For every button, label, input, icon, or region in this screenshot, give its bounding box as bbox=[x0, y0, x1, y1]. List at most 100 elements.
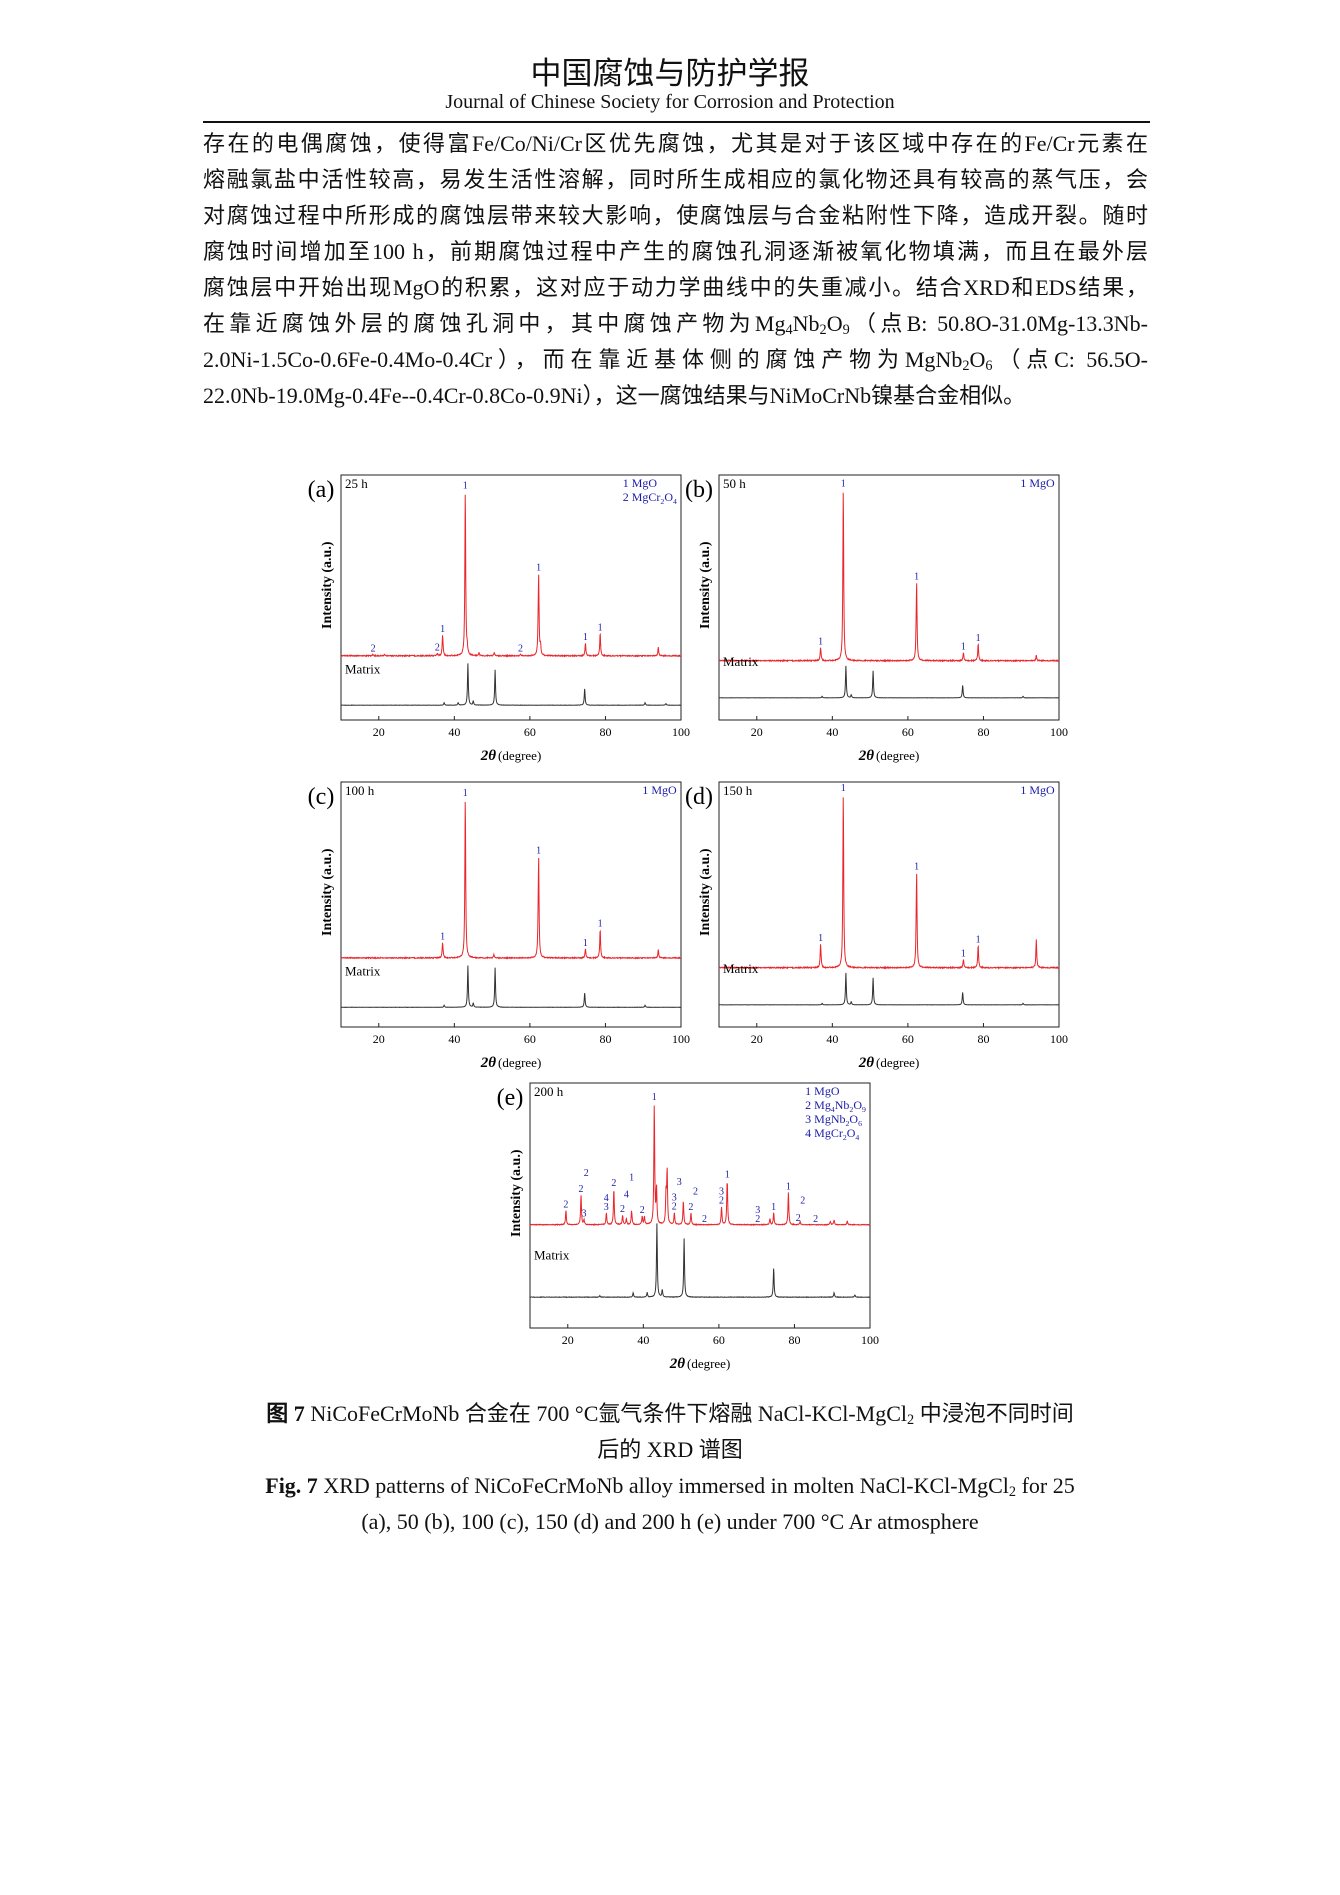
text-run: O bbox=[826, 311, 843, 336]
x-axis-unit: (degree) bbox=[876, 1055, 919, 1070]
x-axis-unit: (degree) bbox=[498, 1055, 541, 1070]
text-run: （点B: 50.8O-31.0Mg-13.3Nb- bbox=[849, 311, 1148, 336]
x-tick-label: 60 bbox=[524, 725, 536, 739]
x-tick-label: 40 bbox=[637, 1333, 649, 1347]
time-label: 25 h bbox=[345, 476, 368, 491]
peak-label-line: 2 bbox=[371, 644, 376, 655]
y-axis-label: Intensity (a.u.) bbox=[320, 848, 335, 936]
peak-label-line: 1 bbox=[976, 935, 981, 946]
body-paragraph: 存在的电偶腐蚀，使得富Fe/Co/Ni/Cr区优先腐蚀，尤其是对于该区域中存在的… bbox=[203, 126, 1148, 414]
legend-text: Nb bbox=[835, 1098, 850, 1112]
legend-number: 1 bbox=[805, 1084, 814, 1098]
legend-subscript: 4 bbox=[831, 1105, 835, 1114]
peak-label: 1 bbox=[976, 935, 981, 946]
subscript: 2 bbox=[907, 1411, 915, 1428]
y-axis-label: Intensity (a.u.) bbox=[509, 1149, 524, 1237]
peak-label-line: 1 bbox=[725, 1170, 730, 1181]
xrd-chart-d: 1 1 1 1 1 20 40 60 80 100 2θ (degree) Intensity (a.u… bbox=[679, 777, 1099, 1087]
peak-label-line: 2 bbox=[640, 1205, 645, 1216]
peak-label: 1 bbox=[629, 1172, 634, 1183]
panel-letter: (a) bbox=[308, 477, 335, 503]
peak-label-line: 3 bbox=[582, 1208, 587, 1219]
text-run: 2.0Ni-1.5Co-0.6Fe-0.4Mo-0.4Cr），而在靠近基体侧的腐… bbox=[203, 347, 963, 372]
peak-label-line: 1 bbox=[598, 622, 603, 633]
peak-label-line: 3 bbox=[672, 1193, 677, 1204]
peak-label-line: 1 bbox=[440, 931, 445, 942]
text-run: （点C: 56.5O- bbox=[992, 347, 1148, 372]
x-tick-label: 20 bbox=[751, 1032, 763, 1046]
legend-text: MgNb bbox=[814, 1112, 845, 1126]
body-line: 22.0Nb-19.0Mg-0.4Fe--0.4Cr-0.8Co-0.9Ni），… bbox=[203, 378, 1148, 414]
y-axis-label: Intensity (a.u.) bbox=[698, 848, 713, 936]
peak-label-line: 1 bbox=[536, 845, 541, 856]
peak-label: 3 bbox=[582, 1208, 587, 1219]
body-line: 在靠近腐蚀外层的腐蚀孔洞中，其中腐蚀产物为Mg4Nb2O9（点B: 50.8O-… bbox=[203, 306, 1148, 342]
peak-label-line: 2 bbox=[518, 644, 523, 655]
caption-cn-line2: 后的 XRD 谱图 bbox=[0, 1432, 1340, 1468]
matrix-trace bbox=[529, 1223, 871, 1299]
legend-subscript: 2 bbox=[660, 497, 664, 506]
x-axis-label: 2θ (degree) bbox=[480, 1055, 542, 1071]
legend-subscript: 6 bbox=[858, 1119, 862, 1128]
subscript: 4 bbox=[785, 321, 793, 338]
x-tick-label: 80 bbox=[788, 1333, 800, 1347]
legend-number: 1 bbox=[1020, 783, 1029, 797]
peak-label-line: 1 bbox=[961, 948, 966, 959]
legend-text: O bbox=[664, 490, 673, 504]
legend-text: MgO bbox=[814, 1084, 840, 1098]
peak-label: 2 bbox=[620, 1204, 625, 1215]
peak-label-line: 4 bbox=[624, 1190, 629, 1201]
peak-label-line: 2 bbox=[813, 1214, 818, 1225]
x-axis-symbol: 2θ bbox=[480, 1055, 497, 1071]
x-tick-label: 60 bbox=[524, 1032, 536, 1046]
body-line: 熔融氯盐中活性较高，易发生活性溶解，同时所生成相应的氯化物还具有较高的蒸气压，会 bbox=[203, 162, 1148, 198]
legend-subscript: 4 bbox=[673, 497, 677, 506]
legend-number: 2 bbox=[805, 1098, 814, 1112]
subscript: 2 bbox=[819, 321, 827, 338]
peak-label: 1 bbox=[536, 563, 541, 574]
body-line: 腐蚀时间增加至100 h，前期腐蚀过程中产生的腐蚀孔洞逐渐被氧化物填满，而且在最… bbox=[203, 234, 1148, 270]
peak-label: 1 bbox=[536, 845, 541, 856]
peak-label-line: 2 bbox=[435, 643, 440, 654]
subscript: 6 bbox=[985, 357, 993, 374]
peak-label: 1 bbox=[976, 633, 981, 644]
time-label: 100 h bbox=[345, 783, 375, 798]
xrd-chart-e: 2 2 3 2 4 3 2 2 4 1 2 1 3 2 3 2 2 2 3 2 1 3 2 1 1 2 2 2 20 40 60 80 100 2… bbox=[490, 1078, 910, 1388]
subscript: 9 bbox=[842, 321, 850, 338]
peak-label-line: 1 bbox=[961, 642, 966, 653]
legend-text: O bbox=[853, 1098, 862, 1112]
header-divider bbox=[203, 121, 1150, 123]
peak-label: 1 bbox=[961, 948, 966, 959]
x-axis-unit: (degree) bbox=[498, 748, 541, 763]
peak-label: 1 bbox=[463, 788, 468, 799]
x-tick-label: 80 bbox=[599, 725, 611, 739]
peak-label-line: 3 bbox=[755, 1205, 760, 1216]
peak-label-line: 2 bbox=[563, 1200, 568, 1211]
peak-label-line: 1 bbox=[818, 933, 823, 944]
xrd-chart-c: 1 1 1 1 1 20 40 60 80 100 2θ (degree) Intensity (a.u… bbox=[301, 777, 721, 1087]
legend-number: 1 bbox=[642, 783, 651, 797]
peak-label: 1 bbox=[652, 1092, 657, 1103]
peak-label-line: 2 bbox=[702, 1214, 707, 1225]
peak-label-line: 2 bbox=[800, 1196, 805, 1207]
matrix-label: Matrix bbox=[345, 661, 381, 676]
peak-label-line: 3 bbox=[719, 1187, 724, 1198]
peak-label-line: 1 bbox=[652, 1092, 657, 1103]
text-run: 腐蚀层中开始出现MgO的积累，这对应于动力学曲线中的失重减小。结合XRD和EDS… bbox=[203, 275, 1148, 300]
x-axis-symbol: 2θ bbox=[858, 1055, 875, 1071]
x-axis-symbol: 2θ bbox=[669, 1356, 686, 1372]
y-axis-label: Intensity (a.u.) bbox=[320, 541, 335, 629]
sample-trace bbox=[718, 797, 1060, 970]
peak-label-line: 1 bbox=[786, 1182, 791, 1193]
legend-subscript: 9 bbox=[862, 1105, 866, 1114]
peak-label-line: 1 bbox=[818, 636, 823, 647]
journal-title-cn: 中国腐蚀与防护学报 bbox=[530, 56, 810, 91]
body-line: 2.0Ni-1.5Co-0.6Fe-0.4Mo-0.4Cr），而在靠近基体侧的腐… bbox=[203, 342, 1148, 378]
legend-text: O bbox=[849, 1112, 858, 1126]
